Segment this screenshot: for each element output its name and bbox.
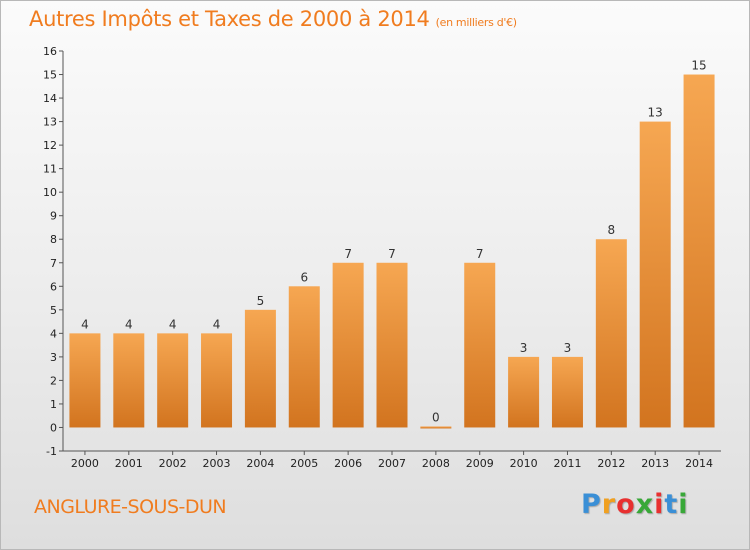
x-tick-label-2005: 2005 [290,457,318,470]
data-label-2000: 4 [81,317,89,331]
logo-letter: x [635,489,655,520]
y-tick-label: 16 [43,45,57,58]
y-tick-label: 3 [50,351,57,364]
bar-2005 [288,286,320,428]
data-label-2006: 7 [344,247,352,261]
data-label-2009: 7 [476,247,484,261]
bar-2001 [113,333,145,428]
x-tick-label-2010: 2010 [510,457,538,470]
data-label-2013: 13 [648,106,663,120]
logo-letter: P [581,489,602,520]
y-tick-label: -1 [46,445,57,458]
y-tick-label: 10 [43,186,57,199]
logo-letter: r [601,489,617,520]
bar-2007 [376,262,408,428]
bar-2014 [683,74,715,428]
bar-2002 [157,333,189,428]
chart-title: Autres Impôts et Taxes de 2000 à 2014 (en… [29,7,517,31]
y-tick-label: 9 [50,210,57,223]
y-tick-label: 1 [50,398,57,411]
x-tick-label-2002: 2002 [159,457,187,470]
logo-letter: o [616,489,636,520]
proxiti-logo: Proxiti [581,489,689,520]
bar-2013 [639,121,671,428]
y-tick-label: 4 [50,327,57,340]
bar-2003 [201,333,233,428]
y-tick-label: 0 [50,421,57,434]
y-tick-label: 11 [43,163,57,176]
data-label-2004: 5 [257,294,265,308]
x-tick-label-2011: 2011 [553,457,581,470]
y-tick-label: 14 [43,92,57,105]
x-tick-label-2004: 2004 [246,457,274,470]
y-tick-label: 6 [50,280,57,293]
data-label-2002: 4 [169,317,177,331]
y-tick-label: 5 [50,304,57,317]
bar-2006 [332,262,364,428]
bar-2010 [508,356,540,428]
chart-subtitle: (en milliers d'€) [435,16,517,29]
bar-2000 [69,333,101,428]
x-tick-label-2008: 2008 [422,457,450,470]
bar-2009 [464,262,496,428]
x-tick-label-2014: 2014 [685,457,713,470]
data-label-2008: 0 [432,410,440,424]
y-tick-label: 15 [43,69,57,82]
x-tick-label-2012: 2012 [597,457,625,470]
data-label-2001: 4 [125,317,133,331]
logo-letter: i [654,489,665,520]
data-label-2010: 3 [520,341,528,355]
y-tick-label: 2 [50,374,57,387]
x-tick-label-2009: 2009 [466,457,494,470]
logo-letter: i [678,489,689,520]
x-tick-label-2003: 2003 [203,457,231,470]
y-tick-label: 7 [50,257,57,270]
commune-name: ANGLURE-SOUS-DUN [34,496,227,518]
chart-title-text: Autres Impôts et Taxes de 2000 à 2014 [29,7,430,31]
y-tick-label: 12 [43,139,57,152]
x-tick-label-2006: 2006 [334,457,362,470]
y-tick-label: 8 [50,233,57,246]
data-label-2005: 6 [300,270,308,284]
data-label-2011: 3 [564,341,572,355]
bar-2011 [551,356,583,428]
y-tick-label: 13 [43,116,57,129]
data-label-2014: 15 [691,59,706,73]
chart-bars: 4 4 4 4 5 6 7 7 0 7 3 3 8 13 15 [69,59,715,429]
logo-letter: t [664,489,679,520]
data-label-2007: 7 [388,247,396,261]
bar-2008 [420,426,452,429]
x-tick-label-2007: 2007 [378,457,406,470]
bar-2012 [595,239,627,428]
data-label-2003: 4 [213,317,221,331]
x-tick-label-2001: 2001 [115,457,143,470]
data-label-2012: 8 [608,223,616,237]
x-tick-label-2013: 2013 [641,457,669,470]
bar-2004 [244,309,276,428]
x-tick-label-2000: 2000 [71,457,99,470]
